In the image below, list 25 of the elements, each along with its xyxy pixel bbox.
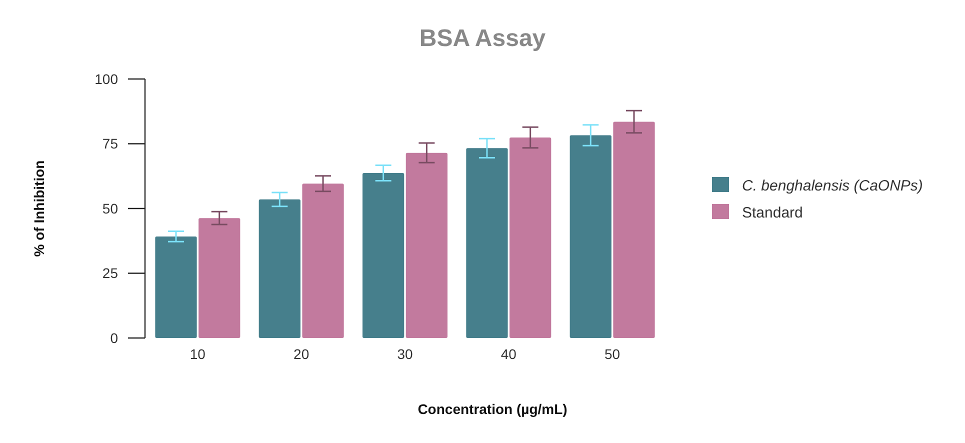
bar	[258, 199, 300, 338]
x-tick-label: 10	[190, 346, 206, 362]
x-tick-label: 50	[604, 346, 620, 362]
bar	[466, 148, 508, 338]
x-tick-label: 30	[397, 346, 413, 362]
x-tick-label: 40	[500, 346, 517, 362]
y-tick-label: 0	[110, 330, 118, 346]
x-axis-title: Concentration (µg/mL)	[418, 401, 568, 417]
bar	[570, 135, 612, 338]
legend-label: C. benghalensis (CaONPs)	[742, 177, 923, 194]
y-tick-label: 50	[102, 200, 118, 216]
y-tick-label: 75	[102, 136, 118, 152]
y-axis-title: % of Inhibition	[31, 160, 47, 257]
bar	[198, 218, 240, 338]
bar	[510, 138, 552, 338]
legend-label: Standard	[742, 204, 803, 222]
bar	[406, 152, 448, 338]
x-tick-label: 20	[294, 346, 310, 362]
y-tick-label: 25	[102, 265, 118, 282]
y-tick-label: 100	[94, 70, 118, 87]
bar	[362, 173, 404, 338]
chart-title: BSA Assay	[419, 25, 546, 52]
bar	[302, 184, 344, 338]
bar	[155, 236, 197, 338]
bar	[613, 122, 655, 338]
